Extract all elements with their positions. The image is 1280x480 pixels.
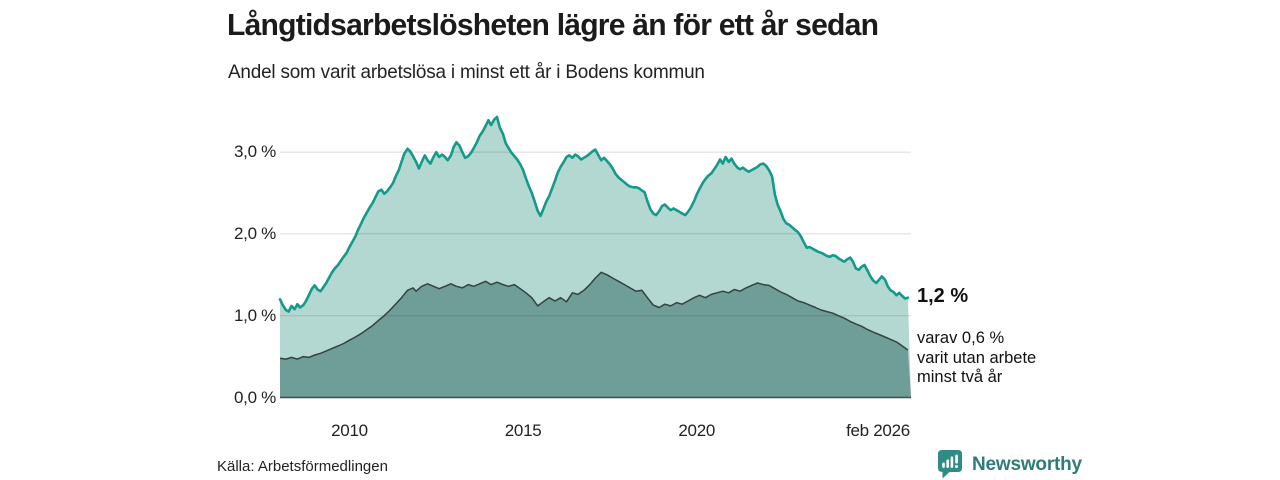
annotation-line-3: minst två år [917, 368, 1003, 386]
page-title: Långtidsarbetslösheten lägre än för ett … [227, 7, 879, 42]
x-axis-tick-label: 2015 [504, 421, 542, 440]
area-fill-min-two-years [280, 272, 911, 398]
y-axis-tick-label: 0,0 % [234, 387, 276, 407]
annotation-line-1: varav 0,6 % [917, 329, 1005, 347]
series-line-min-one-year [278, 115, 910, 313]
newsworthy-logo-icon [938, 450, 962, 479]
chart-subtitle: Andel som varit arbetslösa i minst ett å… [228, 61, 705, 83]
branding: Newsworthy [936, 449, 1082, 479]
branding-name: Newsworthy [972, 454, 1082, 475]
series-line-min-two-years [279, 271, 909, 360]
y-axis-tick-label: 2,0 % [234, 223, 276, 243]
source-attribution: Källa: Arbetsförmedlingen [217, 458, 388, 475]
x-axis-tick-label: feb 2026 [846, 421, 910, 440]
annotation-line-2: varit utan arbete [917, 348, 1037, 367]
end-value-label: 1,2 % [917, 285, 969, 307]
x-axis-tick-label: 2020 [678, 421, 716, 440]
end-detail-annotation: varav 0,6 % varit utan arbete minst två … [917, 329, 1036, 388]
x-axis-tick-label: 2010 [331, 421, 368, 440]
y-axis-tick-label: 3,0 % [234, 142, 276, 162]
y-axis-tick-label: 1,0 % [234, 305, 276, 325]
